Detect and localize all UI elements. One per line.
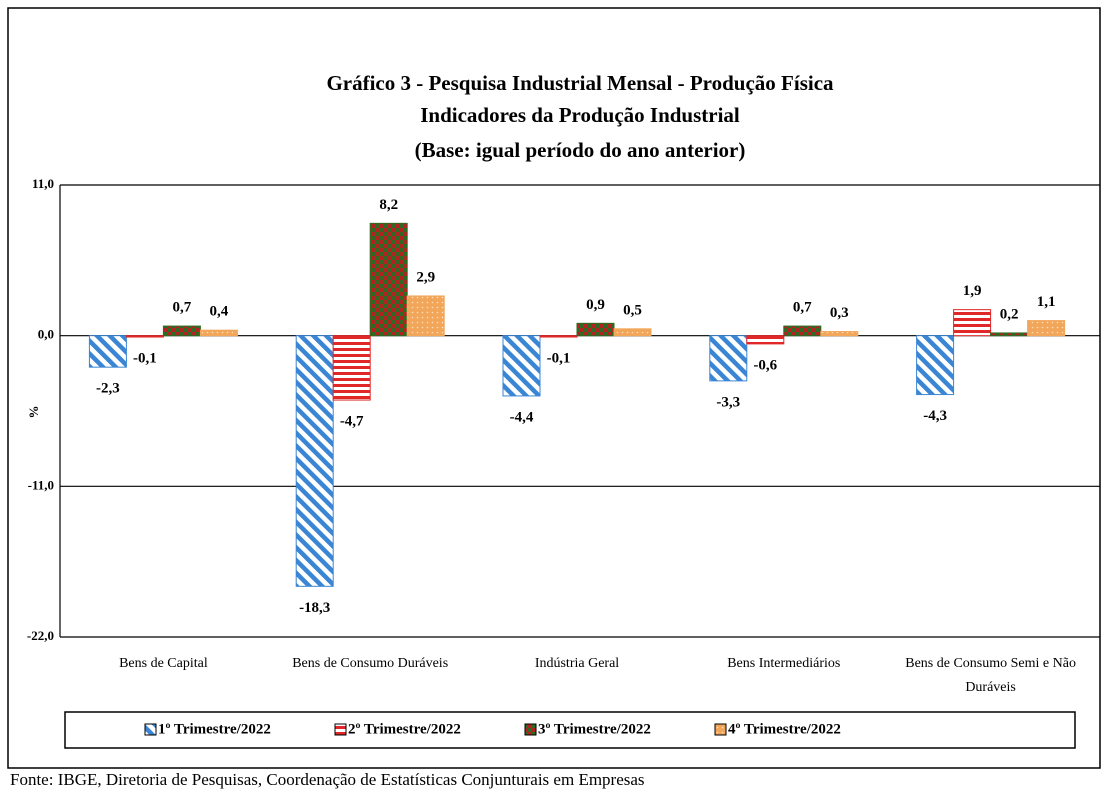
value-label: -2,3 — [96, 381, 120, 397]
value-label: 1,9 — [963, 283, 982, 299]
legend-frame — [64, 711, 1076, 749]
x-tick-label-box: Bens Intermediários — [727, 656, 841, 671]
legend-label: 2º Trimestre/2022 — [348, 721, 461, 737]
legend-swatch — [334, 723, 347, 736]
chart-title: Gráfico 3 - Pesquisa Industrial Mensal -… — [326, 71, 834, 95]
legend-label: 1º Trimestre/2022 — [158, 721, 271, 737]
bar — [295, 335, 334, 587]
x-tick-label-box: Bens de Capital — [119, 656, 208, 671]
value-label: 0,7 — [173, 300, 192, 316]
y-tick-label: -11,0 — [28, 477, 54, 492]
legend-label: 3º Trimestre/2022 — [538, 721, 651, 737]
bar — [746, 335, 785, 345]
y-tick-label: 0,0 — [38, 327, 54, 342]
x-tick-label: Bens Intermediários — [727, 656, 841, 671]
x-tick-label: Bens de Consumo Semi e Não Duráveis — [905, 656, 1076, 695]
value-label: 2,9 — [416, 269, 435, 285]
bar — [953, 309, 992, 337]
chart-title: (Base: igual período do ano anterior) — [415, 138, 746, 162]
legend-swatch — [714, 723, 727, 736]
source-note: Fonte: IBGE, Diretoria de Pesquisas, Coo… — [10, 770, 645, 789]
value-label: -4,3 — [923, 408, 947, 424]
bar — [709, 335, 748, 382]
value-label: -0,1 — [133, 350, 157, 366]
bar — [613, 328, 652, 337]
y-axis-label: % — [26, 406, 41, 419]
value-label: 0,9 — [586, 297, 605, 313]
bar — [990, 332, 1029, 337]
bar — [332, 335, 371, 401]
bar — [502, 335, 541, 397]
bar — [199, 329, 238, 337]
value-label: -0,1 — [547, 350, 571, 366]
bar — [576, 322, 615, 337]
bar — [820, 331, 859, 337]
y-tick-label: 11,0 — [32, 176, 54, 191]
legend-label: 4º Trimestre/2022 — [728, 721, 841, 737]
legend-swatch — [524, 723, 537, 736]
value-label: 0,2 — [1000, 306, 1019, 322]
bar — [162, 325, 201, 337]
value-label: 1,1 — [1037, 294, 1056, 310]
bar — [406, 295, 445, 337]
bar — [88, 335, 127, 368]
value-label: -18,3 — [299, 600, 330, 616]
y-tick-label: -22,0 — [27, 628, 54, 643]
bar — [369, 222, 408, 337]
chart-title: Indicadores da Produção Industrial — [420, 103, 740, 127]
value-label: 8,2 — [379, 197, 398, 213]
value-label: -3,3 — [716, 394, 740, 410]
bar — [125, 335, 164, 338]
x-tick-label-box: Bens de Consumo Semi e Não Duráveis — [905, 656, 1076, 695]
x-tick-label: Bens de Consumo Duráveis — [292, 656, 449, 671]
value-label: 0,7 — [793, 300, 812, 316]
value-label: 0,5 — [623, 302, 642, 318]
x-tick-label: Indústria Geral — [534, 656, 620, 671]
value-label: -0,6 — [753, 357, 777, 373]
chart-frame — [7, 7, 1101, 769]
x-tick-label-box: Bens de Consumo Duráveis — [292, 656, 449, 671]
bar — [539, 335, 578, 338]
value-label: 0,3 — [830, 305, 849, 321]
legend-swatch — [144, 723, 157, 736]
bar — [783, 325, 822, 337]
x-tick-label: Bens de Capital — [119, 656, 208, 671]
bar — [916, 335, 955, 396]
x-tick-label-box: Indústria Geral — [534, 656, 620, 671]
value-label: -4,7 — [340, 413, 364, 429]
bar — [1027, 320, 1066, 337]
value-label: -4,4 — [510, 409, 534, 425]
value-label: 0,4 — [210, 304, 229, 320]
